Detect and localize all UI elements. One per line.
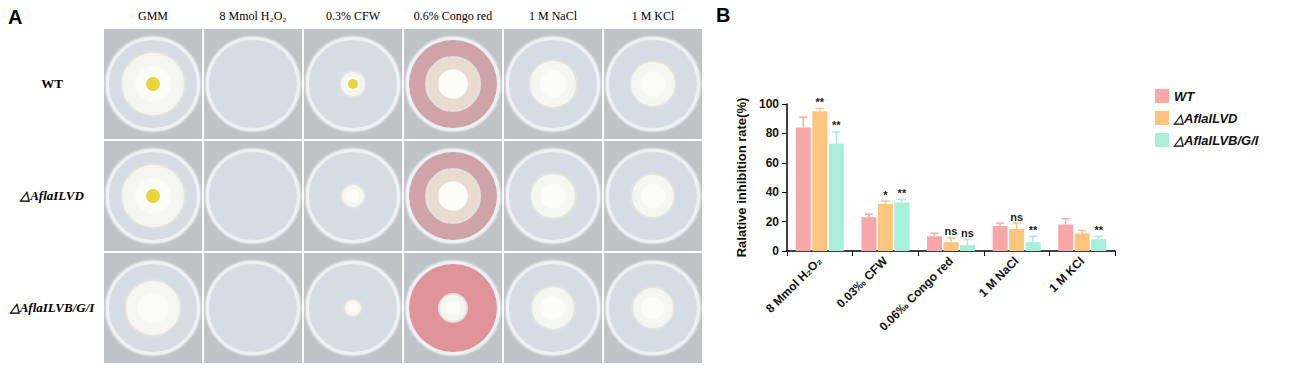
svg-text:△AflaILVB/G/I: △AflaILVB/G/I (9, 300, 96, 315)
svg-text:1 M NaCl: 1 M NaCl (976, 254, 1022, 300)
svg-text:**: ** (1029, 224, 1038, 236)
svg-text:△AflaILVD: △AflaILVD (1173, 111, 1238, 126)
svg-text:0.6% Congo red: 0.6% Congo red (414, 9, 492, 23)
svg-text:1 M KCl: 1 M KCl (632, 9, 675, 23)
svg-text:WT: WT (1174, 89, 1195, 104)
svg-text:**: ** (832, 119, 841, 131)
svg-text:ns: ns (1010, 211, 1023, 223)
svg-text:A: A (8, 6, 22, 28)
svg-text:ns: ns (961, 227, 974, 239)
svg-text:*: * (883, 189, 888, 201)
svg-text:1 M NaCl: 1 M NaCl (529, 9, 578, 23)
svg-text:ns: ns (945, 225, 958, 237)
html-text:B: B (716, 4, 731, 26)
svg-text:△AflaILVD: △AflaILVD (19, 188, 84, 203)
svg-text:40: 40 (766, 185, 780, 199)
svg-text:GMM: GMM (138, 9, 168, 23)
svg-text:0.06‰ Congo red: 0.06‰ Congo red (876, 254, 956, 334)
svg-text:WT: WT (41, 76, 63, 91)
svg-text:**: ** (1094, 224, 1103, 236)
svg-text:Ralative inhibition rate(%): Ralative inhibition rate(%) (734, 98, 749, 258)
svg-text:8 Mmol H₂O₂: 8 Mmol H₂O₂ (219, 9, 286, 23)
svg-text:80: 80 (766, 126, 780, 140)
svg-text:20: 20 (766, 215, 780, 229)
svg-text:0.3% CFW: 0.3% CFW (326, 9, 381, 23)
svg-text:0: 0 (772, 244, 779, 258)
svg-text:△AflaILVB/G/I: △AflaILVB/G/I (1173, 133, 1259, 148)
svg-text:60: 60 (766, 156, 780, 170)
svg-text:**: ** (816, 96, 825, 108)
svg-text:**: ** (898, 187, 907, 199)
svg-text:100: 100 (759, 97, 779, 111)
svg-text:1 M KCl: 1 M KCl (1046, 254, 1087, 295)
svg-text:8 Mmol H₂O₂: 8 Mmol H₂O₂ (763, 254, 825, 316)
svg-text:0.03‰ CFW: 0.03‰ CFW (834, 254, 891, 311)
